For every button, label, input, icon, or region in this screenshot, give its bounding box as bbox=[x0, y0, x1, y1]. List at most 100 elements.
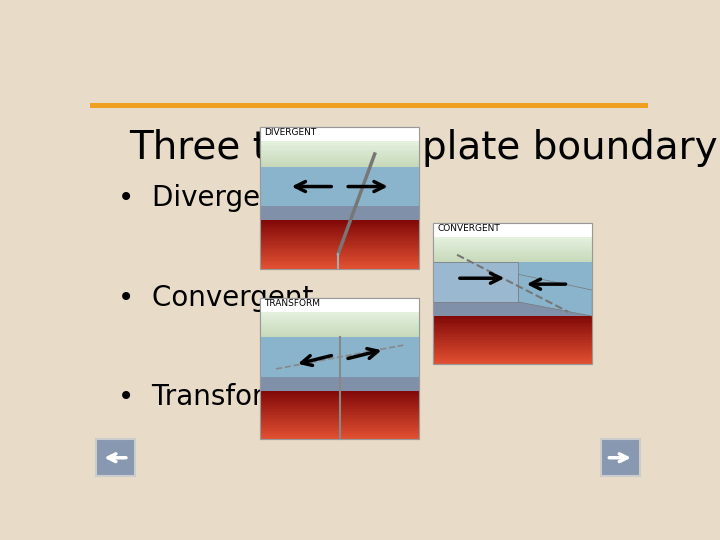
Bar bbox=[260, 429, 419, 431]
Bar bbox=[433, 343, 592, 345]
Polygon shape bbox=[518, 274, 592, 316]
Bar bbox=[433, 352, 592, 353]
Bar bbox=[433, 223, 592, 364]
Bar bbox=[600, 439, 639, 476]
Bar bbox=[260, 320, 419, 322]
Bar bbox=[260, 397, 419, 399]
Bar bbox=[433, 252, 592, 254]
Bar bbox=[260, 418, 419, 420]
Bar bbox=[433, 262, 592, 302]
Bar bbox=[260, 127, 419, 141]
Bar bbox=[260, 220, 419, 222]
Bar bbox=[260, 245, 419, 246]
Bar bbox=[260, 434, 419, 436]
Bar bbox=[433, 245, 592, 247]
Bar bbox=[260, 258, 419, 259]
Bar bbox=[433, 327, 592, 329]
Bar bbox=[433, 353, 592, 355]
Bar bbox=[260, 232, 419, 233]
Bar bbox=[260, 391, 419, 393]
Bar bbox=[433, 302, 592, 316]
Bar bbox=[433, 261, 592, 262]
Bar bbox=[260, 437, 419, 439]
Bar bbox=[433, 255, 592, 257]
Bar bbox=[260, 377, 419, 391]
Bar bbox=[260, 338, 419, 377]
Bar bbox=[260, 315, 419, 317]
Bar bbox=[433, 359, 592, 361]
Bar bbox=[433, 362, 592, 364]
Bar bbox=[260, 248, 419, 249]
Bar bbox=[260, 160, 419, 161]
Bar bbox=[260, 402, 419, 404]
Bar bbox=[260, 238, 419, 240]
Bar bbox=[260, 237, 419, 238]
Bar bbox=[260, 249, 419, 251]
Bar bbox=[260, 323, 419, 326]
Bar bbox=[260, 227, 419, 228]
Bar bbox=[260, 334, 419, 335]
Bar bbox=[260, 228, 419, 230]
Bar bbox=[433, 337, 592, 339]
Bar bbox=[433, 237, 592, 239]
Bar bbox=[260, 241, 419, 243]
Bar bbox=[260, 330, 419, 332]
Bar bbox=[433, 347, 592, 348]
Bar bbox=[260, 317, 419, 319]
Text: CONVERGENT: CONVERGENT bbox=[437, 224, 500, 233]
Bar bbox=[433, 321, 592, 322]
Bar bbox=[260, 414, 419, 415]
Bar bbox=[260, 298, 419, 439]
Bar bbox=[433, 358, 592, 359]
Bar bbox=[433, 324, 592, 326]
Bar bbox=[260, 143, 419, 145]
Bar bbox=[260, 157, 419, 158]
Text: DIVERGENT: DIVERGENT bbox=[264, 129, 316, 137]
Bar bbox=[260, 267, 419, 268]
Bar bbox=[260, 416, 419, 418]
Bar bbox=[433, 254, 592, 255]
Bar bbox=[260, 436, 419, 437]
Bar bbox=[260, 329, 419, 330]
Bar bbox=[260, 399, 419, 401]
Bar bbox=[260, 230, 419, 232]
Bar bbox=[260, 426, 419, 428]
Bar bbox=[260, 246, 419, 248]
Bar bbox=[433, 319, 592, 321]
Bar bbox=[260, 262, 419, 264]
Bar bbox=[260, 150, 419, 152]
Bar bbox=[260, 314, 419, 315]
Bar bbox=[260, 148, 419, 150]
Bar bbox=[96, 439, 135, 476]
Bar bbox=[433, 240, 592, 242]
Bar bbox=[433, 257, 592, 259]
Bar bbox=[260, 145, 419, 146]
Bar bbox=[260, 161, 419, 164]
Bar bbox=[433, 244, 592, 245]
Bar bbox=[260, 264, 419, 265]
Bar bbox=[260, 127, 419, 268]
Bar bbox=[433, 259, 592, 261]
Bar bbox=[433, 339, 592, 340]
Bar bbox=[433, 340, 592, 342]
Bar bbox=[433, 329, 592, 330]
Bar bbox=[433, 348, 592, 350]
Bar bbox=[260, 251, 419, 253]
Text: Three types of plate boundary: Three types of plate boundary bbox=[129, 129, 718, 167]
Bar bbox=[260, 326, 419, 327]
Bar bbox=[260, 233, 419, 235]
Text: •  Convergent: • Convergent bbox=[118, 284, 313, 312]
Polygon shape bbox=[433, 262, 518, 302]
Bar bbox=[260, 259, 419, 260]
Bar bbox=[433, 249, 592, 251]
Bar bbox=[260, 409, 419, 410]
Text: •  Transform: • Transform bbox=[118, 383, 290, 411]
Bar bbox=[260, 256, 419, 258]
Bar bbox=[260, 396, 419, 397]
Bar bbox=[260, 404, 419, 406]
Bar bbox=[260, 153, 419, 155]
Bar bbox=[433, 332, 592, 334]
Bar bbox=[260, 298, 419, 312]
Text: TRANSFORM: TRANSFORM bbox=[264, 299, 320, 308]
Bar bbox=[260, 428, 419, 429]
